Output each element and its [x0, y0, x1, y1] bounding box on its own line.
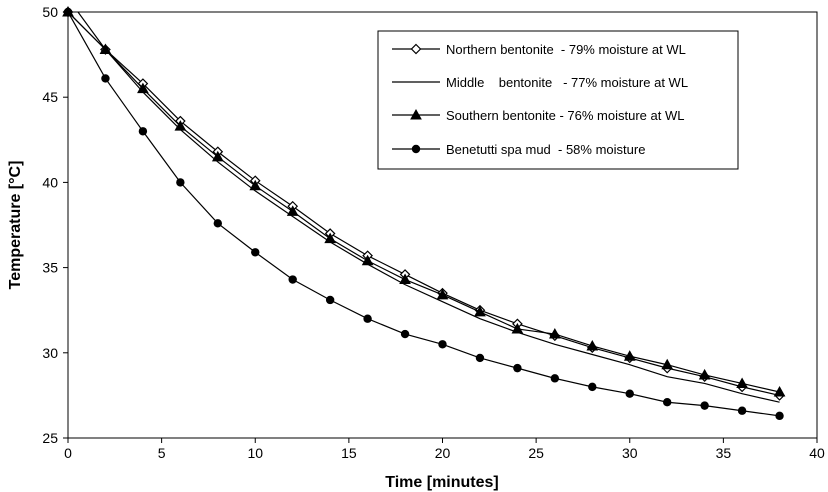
data-point [661, 358, 674, 370]
data-point [475, 353, 485, 363]
data-point [737, 406, 747, 415]
legend-marker [410, 108, 422, 120]
axis-ticks: 0 5 10 15 20 25 30 35 40 25 30 35 40 45 50 [42, 4, 825, 461]
y-tick-label: 35 [42, 260, 58, 276]
series-line [68, 12, 780, 396]
data-point [700, 401, 709, 410]
data-point [773, 385, 786, 397]
x-tick-label: 5 [158, 445, 166, 461]
y-axis-title: Temperature [°C] [7, 161, 24, 290]
y-tick-label: 50 [42, 4, 58, 20]
legend: Northern bentonite - 79% moisture at WL M… [377, 30, 739, 170]
x-tick-label: 25 [528, 445, 544, 461]
series-2 [77, 12, 780, 403]
data-point [625, 389, 634, 398]
legend-entry: Northern bentonite - 79% moisture at WL [392, 42, 686, 57]
data-point [623, 350, 636, 361]
data-point [438, 340, 447, 349]
x-tick-label: 10 [247, 445, 263, 461]
data-point [549, 328, 561, 339]
data-point [775, 411, 784, 421]
series-line [68, 12, 780, 393]
data-point [588, 382, 597, 392]
data-point [698, 368, 711, 380]
data-point [586, 339, 599, 351]
data-point [251, 248, 260, 257]
legend-entry: Benetutti spa mud - 58% moisture [392, 142, 645, 157]
y-tick-label: 30 [42, 345, 58, 361]
data-point [211, 150, 224, 162]
series-line [77, 12, 780, 403]
data-point [511, 322, 524, 334]
series-line [68, 12, 780, 417]
x-axis-title: Time [minutes] [385, 474, 499, 491]
legend-entry: Middle bentonite - 77% moisture at WL [392, 75, 688, 90]
legend-marker [411, 144, 421, 154]
data-point [286, 205, 299, 216]
data-point [249, 179, 262, 191]
legend-marker [410, 43, 422, 55]
data-point [400, 329, 410, 339]
y-tick-label: 25 [42, 430, 58, 446]
data-point [324, 232, 336, 244]
legend-box [377, 30, 739, 170]
data-point [176, 178, 185, 187]
x-tick-label: 15 [341, 445, 357, 461]
x-tick-label: 40 [809, 445, 825, 461]
data-point [361, 254, 374, 266]
y-tick-label: 45 [42, 89, 58, 105]
data-point [288, 275, 297, 284]
data-point [63, 7, 73, 17]
legend-label: Middle bentonite - 77% moisture at WL [446, 75, 688, 90]
legend-entry: Southern bentonite - 76% moisture at WL [392, 108, 684, 123]
data-point [137, 82, 149, 94]
data-point [138, 127, 148, 136]
y-tick-label: 40 [42, 174, 58, 190]
data-point [663, 398, 672, 407]
data-point [474, 305, 486, 317]
data-point [363, 314, 372, 323]
legend-label: Northern bentonite - 79% moisture at WL [446, 42, 686, 57]
series-layer [62, 5, 786, 421]
data-point [513, 363, 522, 373]
data-point [101, 74, 110, 83]
series-3 [62, 5, 786, 397]
legend-label: Southern bentonite - 76% moisture at WL [446, 108, 684, 123]
x-tick-label: 35 [716, 445, 732, 461]
x-tick-label: 0 [64, 445, 72, 461]
data-point [550, 374, 560, 383]
data-point [174, 120, 187, 131]
data-point [436, 288, 449, 300]
x-tick-label: 20 [435, 445, 451, 461]
data-point [736, 377, 748, 388]
data-point [399, 273, 411, 285]
series-4 [63, 7, 784, 421]
data-point [99, 43, 112, 54]
x-tick-label: 30 [622, 445, 638, 461]
legend-label: Benetutti spa mud - 58% moisture [446, 142, 645, 157]
data-point [325, 295, 335, 305]
data-point [213, 219, 222, 228]
